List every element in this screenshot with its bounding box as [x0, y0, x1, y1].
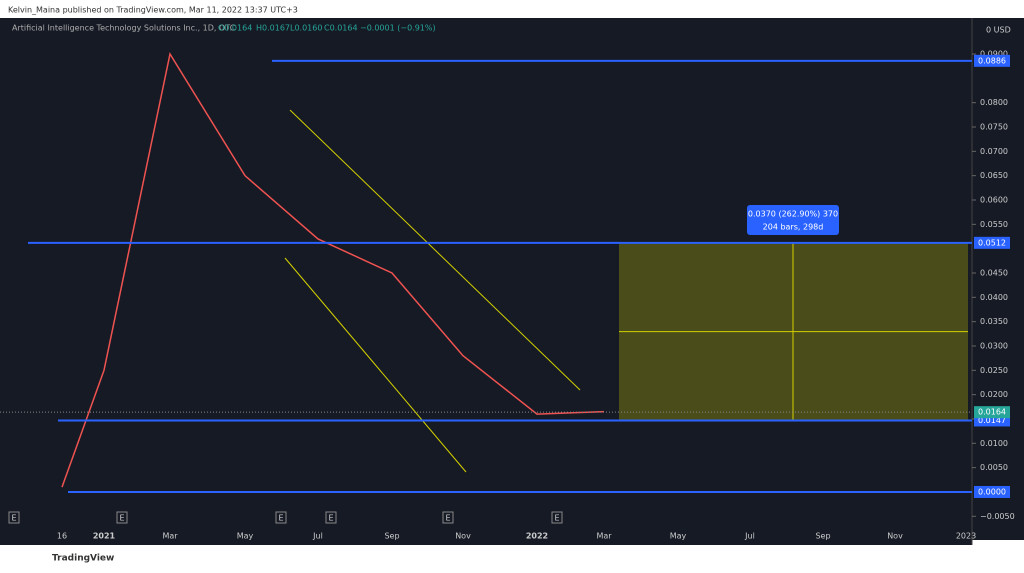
legend-open: O0.0164: [218, 24, 252, 33]
y-tick-label: 0.0600: [980, 196, 1008, 205]
y-tick-label: 0.0800: [980, 98, 1008, 107]
y-tick-label: 0.0100: [980, 439, 1008, 448]
level-label: 0.0512: [978, 238, 1006, 247]
x-tick-label: 2022: [526, 532, 548, 541]
earnings-label: E: [445, 514, 450, 523]
y-tick-label: 0.0350: [980, 317, 1008, 326]
x-tick-label: Mar: [162, 532, 178, 541]
level-label: 0.0147: [978, 416, 1006, 425]
y-tick-label: 0.0750: [980, 123, 1008, 132]
x-tick-label: Mar: [596, 532, 612, 541]
chart: −0.00500.00500.01000.01500.02000.02500.0…: [0, 50, 1015, 541]
measure-label: 204 bars, 298d: [763, 223, 824, 232]
y-tick-label: 0.0550: [980, 220, 1008, 229]
x-tick-label: Sep: [384, 532, 399, 541]
y-tick-label: 0.0450: [980, 268, 1008, 277]
x-tick-label: Jul: [744, 532, 755, 541]
last-price-bg: [974, 406, 1010, 419]
y-tick-label: 0.0200: [980, 390, 1008, 399]
y-tick-label: 0.0050: [980, 463, 1008, 472]
earnings-marker: [442, 511, 454, 524]
y-tick-label: 0.0700: [980, 147, 1008, 156]
level-label: 0.0000: [978, 487, 1006, 496]
trend-line: [289, 109, 581, 391]
measure-label-bg: [747, 205, 839, 235]
x-tick-label: 2021: [93, 532, 116, 541]
earnings-label: E: [328, 514, 333, 523]
time-axis: [0, 525, 972, 545]
legend-high: H0.0167: [256, 24, 290, 33]
level-label-bg: [974, 485, 1010, 498]
earnings-label: E: [11, 514, 16, 523]
level-label-bg: [974, 54, 1010, 67]
x-tick-label: May: [237, 532, 254, 541]
earnings-marker: [275, 511, 287, 524]
x-tick-label: 16: [57, 532, 67, 541]
plot-area: [0, 18, 972, 540]
y-tick-label: 0.0250: [980, 366, 1008, 375]
earnings-marker: [325, 511, 337, 524]
y-tick-label: 0.0400: [980, 293, 1008, 302]
legend-symbol: Artificial Intelligence Technology Solut…: [12, 24, 236, 33]
y-tick-label: 0.0650: [980, 171, 1008, 180]
y-tick-label: 0.0900: [980, 50, 1008, 59]
y-tick-label: 0.0300: [980, 341, 1008, 350]
legend-low: L0.0160: [290, 24, 322, 33]
earnings-marker: [116, 511, 128, 524]
price-axis: [972, 18, 1024, 540]
legend-close: C0.0164: [324, 24, 358, 33]
x-tick-label: Nov: [887, 532, 903, 541]
x-tick-label: Nov: [455, 532, 471, 541]
level-label: 0.0886: [978, 56, 1006, 65]
last-price-label: 0.0164: [978, 408, 1006, 417]
x-tick-label: Jul: [312, 532, 323, 541]
currency: 0 USD: [986, 26, 1011, 35]
level-label-bg: [974, 236, 1010, 249]
price-line: [61, 52, 605, 488]
earnings-label: E: [278, 514, 283, 523]
x-tick-label: 2023: [956, 532, 976, 541]
brand: TradingView: [52, 554, 114, 564]
earnings-marker: [8, 511, 20, 524]
publisher: Kelvin_Maina published on TradingView.co…: [8, 6, 298, 15]
earnings-label: E: [554, 514, 559, 523]
earnings-label: E: [119, 514, 124, 523]
x-tick-label: May: [670, 532, 687, 541]
trend-line: [284, 257, 467, 473]
x-tick-label: Sep: [815, 532, 830, 541]
legend-change: −0.0001 (−0.91%): [360, 24, 436, 33]
earnings-marker: [551, 511, 563, 524]
measure-label: 0.0370 (262.90%) 370: [748, 210, 838, 219]
y-tick-label: −0.0050: [980, 512, 1015, 521]
